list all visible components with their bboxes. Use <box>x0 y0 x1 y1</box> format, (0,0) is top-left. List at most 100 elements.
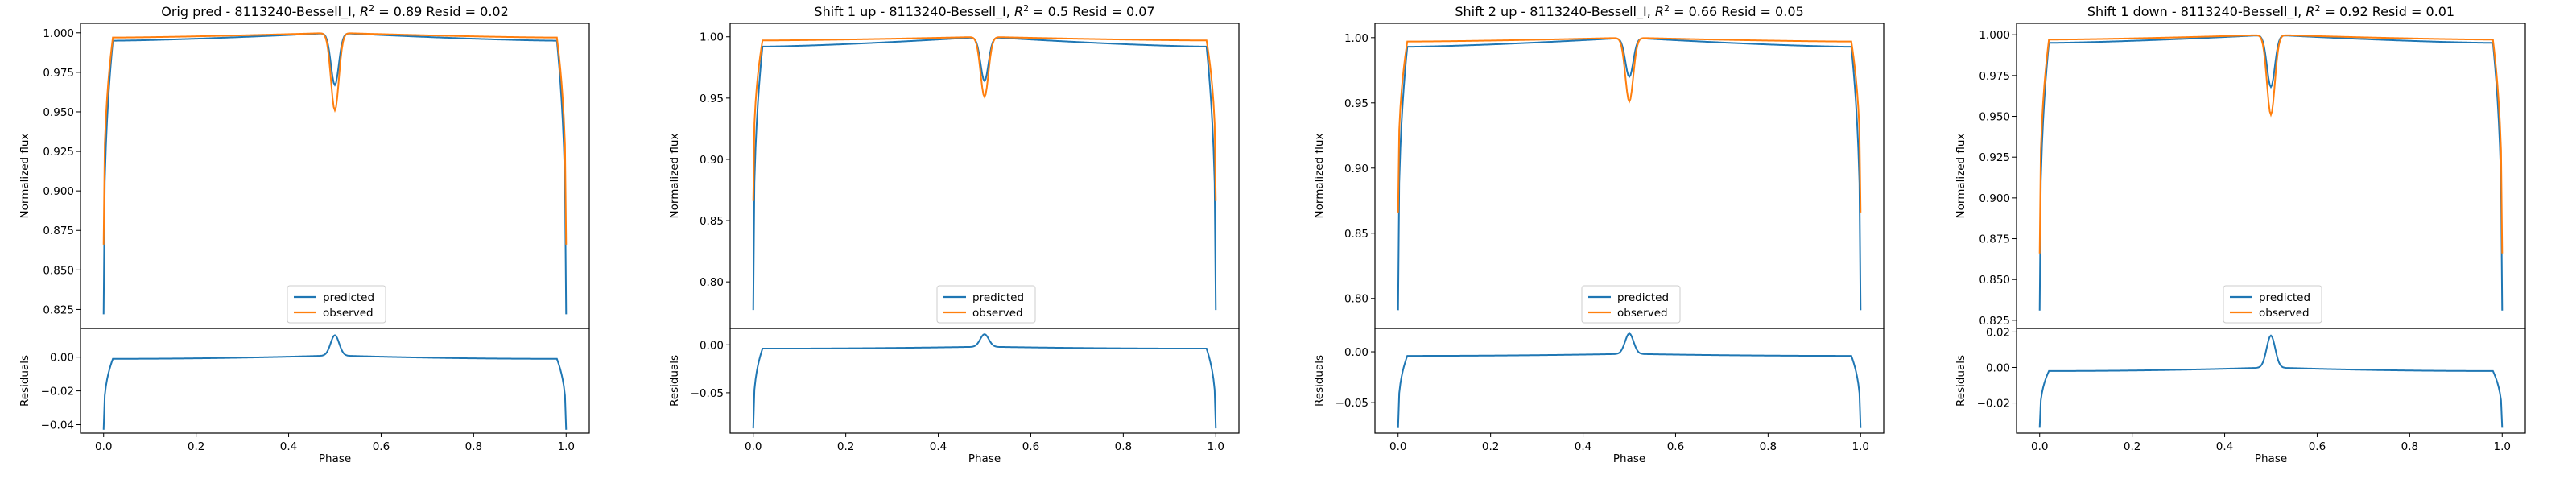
resid-value: Resid = 0.02 <box>422 4 508 19</box>
top-axes-frame <box>1374 23 1885 329</box>
legend-label-predicted: predicted <box>972 291 1024 304</box>
chart-panel-3: Shift 2 up - 8113240-Bessell_I, R2 = 0.6… <box>1313 3 1885 465</box>
top-y-axis-label: Normalized flux <box>1313 134 1326 219</box>
top-ytick-label: 0.875 <box>43 225 74 237</box>
top-ytick-label: 0.975 <box>1979 70 2010 83</box>
bottom-y-axis-label: Residuals <box>1313 355 1326 407</box>
top-y-axis-label: Normalized flux <box>1955 134 1967 219</box>
chart-panel-4: Shift 1 down - 8113240-Bessell_I, R2 = 0… <box>1955 3 2526 465</box>
x-axis-label: Phase <box>319 452 351 465</box>
legend-box <box>287 285 386 324</box>
series-residuals-line <box>102 334 568 430</box>
chart-panel-2: Shift 1 up - 8113240-Bessell_I, R2 = 0.5… <box>668 3 1240 465</box>
xtick-label: 0.6 <box>373 440 390 453</box>
xtick-label: 1.0 <box>558 440 575 453</box>
r2-exponent: 2 <box>2314 3 2320 14</box>
xtick-label: 0.0 <box>95 440 112 453</box>
r2-value: = 0.92 <box>2320 4 2368 19</box>
xtick-label: 0.4 <box>1575 440 1591 453</box>
top-ytick-label: 0.950 <box>43 106 74 119</box>
series-predicted-line <box>102 32 568 315</box>
legend: predicted observed <box>1581 285 1681 324</box>
chart-title: Shift 1 up - 8113240-Bessell_I, R2 = 0.5… <box>814 3 1154 20</box>
r2-symbol: R <box>360 4 369 19</box>
xtick-label: 0.0 <box>2031 440 2048 453</box>
top-axes-frame <box>80 23 590 329</box>
chart-title: Shift 2 up - 8113240-Bessell_I, R2 = 0.6… <box>1455 3 1803 20</box>
top-ytick-label: 0.80 <box>700 276 724 289</box>
top-ytick-label: 0.850 <box>1979 274 2010 287</box>
xtick-label: 1.0 <box>1208 440 1224 453</box>
xtick-label: 0.2 <box>2124 440 2140 453</box>
top-ytick-label: 0.975 <box>43 67 74 80</box>
bottom-ytick-label: −0.05 <box>691 387 724 400</box>
bottom-ytick-label: 0.00 <box>700 339 724 352</box>
series-observed-line <box>2038 34 2504 254</box>
series-residuals-line <box>2038 334 2504 428</box>
title-prefix: Shift 1 up - 8113240-Bessell_I, <box>814 4 1014 20</box>
bottom-axes-frame <box>729 328 1240 434</box>
top-ytick-label: 0.925 <box>43 146 74 159</box>
top-ytick-label: 1.00 <box>700 31 724 44</box>
series-predicted-line <box>752 36 1217 311</box>
r2-value: = 0.89 <box>374 4 422 19</box>
bottom-y-axis-label: Residuals <box>19 355 31 407</box>
top-ytick-label: 0.900 <box>43 185 74 198</box>
resid-value: Resid = 0.05 <box>1717 4 1803 19</box>
legend-label-observed: observed <box>1617 307 1668 320</box>
resid-value: Resid = 0.07 <box>1068 4 1154 19</box>
x-axis-label: Phase <box>968 452 1001 465</box>
xtick-label: 0.4 <box>280 440 297 453</box>
legend-label-observed: observed <box>2259 307 2310 320</box>
series-observed-line <box>102 32 568 245</box>
series-predicted-line <box>1397 37 1862 311</box>
bottom-ytick-label: 0.00 <box>50 352 74 365</box>
r2-exponent: 2 <box>369 3 374 14</box>
top-ytick-label: 0.95 <box>1344 97 1368 110</box>
bottom-y-axis-label: Residuals <box>668 355 681 407</box>
top-ytick-label: 0.850 <box>43 264 74 277</box>
bottom-ytick-label: 0.00 <box>1344 346 1368 359</box>
bottom-ytick-label: −0.04 <box>41 419 74 432</box>
r2-symbol: R <box>1014 4 1023 19</box>
legend: predicted observed <box>287 285 386 324</box>
title-prefix: Shift 2 up - 8113240-Bessell_I, <box>1455 4 1655 20</box>
r2-exponent: 2 <box>1664 3 1670 14</box>
top-ytick-label: 0.825 <box>43 303 74 316</box>
bottom-ytick-label: 0.00 <box>1986 361 2010 374</box>
xtick-label: 1.0 <box>1852 440 1869 453</box>
top-axes-frame <box>2016 23 2526 329</box>
top-ytick-label: 0.95 <box>700 93 724 105</box>
chart-title: Orig pred - 8113240-Bessell_I, R2 = 0.89… <box>161 3 509 20</box>
series-predicted-line <box>2038 35 2504 311</box>
legend-label-observed: observed <box>972 307 1023 320</box>
legend-box <box>1581 285 1681 324</box>
legend-box <box>2223 285 2322 324</box>
top-ytick-label: 0.900 <box>1979 192 2010 205</box>
r2-value: = 0.5 <box>1029 4 1068 19</box>
series-observed-line <box>752 36 1217 201</box>
top-y-axis-label: Normalized flux <box>668 134 681 219</box>
series-residuals-line <box>752 333 1217 429</box>
top-ytick-label: 0.875 <box>1979 233 2010 246</box>
x-axis-label: Phase <box>1613 452 1645 465</box>
xtick-label: 0.2 <box>1482 440 1499 453</box>
title-prefix: Orig pred - 8113240-Bessell_I, <box>161 4 360 20</box>
top-ytick-label: 1.00 <box>1344 32 1368 45</box>
top-ytick-label: 0.950 <box>1979 111 2010 124</box>
chart-title: Shift 1 down - 8113240-Bessell_I, R2 = 0… <box>2087 3 2454 20</box>
r2-value: = 0.66 <box>1670 4 1717 19</box>
bottom-ytick-label: 0.02 <box>1986 326 2010 339</box>
title-prefix: Shift 1 down - 8113240-Bessell_I, <box>2087 4 2306 20</box>
x-axis-label: Phase <box>2255 452 2287 465</box>
xtick-label: 0.2 <box>837 440 854 453</box>
xtick-label: 0.0 <box>745 440 762 453</box>
bottom-axes-frame <box>80 328 590 434</box>
xtick-label: 0.8 <box>465 440 482 453</box>
legend-box <box>936 285 1036 324</box>
r2-symbol: R <box>2306 4 2314 19</box>
top-ytick-label: 1.000 <box>1979 29 2010 42</box>
r2-symbol: R <box>1655 4 1664 19</box>
top-ytick-label: 0.85 <box>1344 228 1368 241</box>
legend: predicted observed <box>2223 285 2322 324</box>
